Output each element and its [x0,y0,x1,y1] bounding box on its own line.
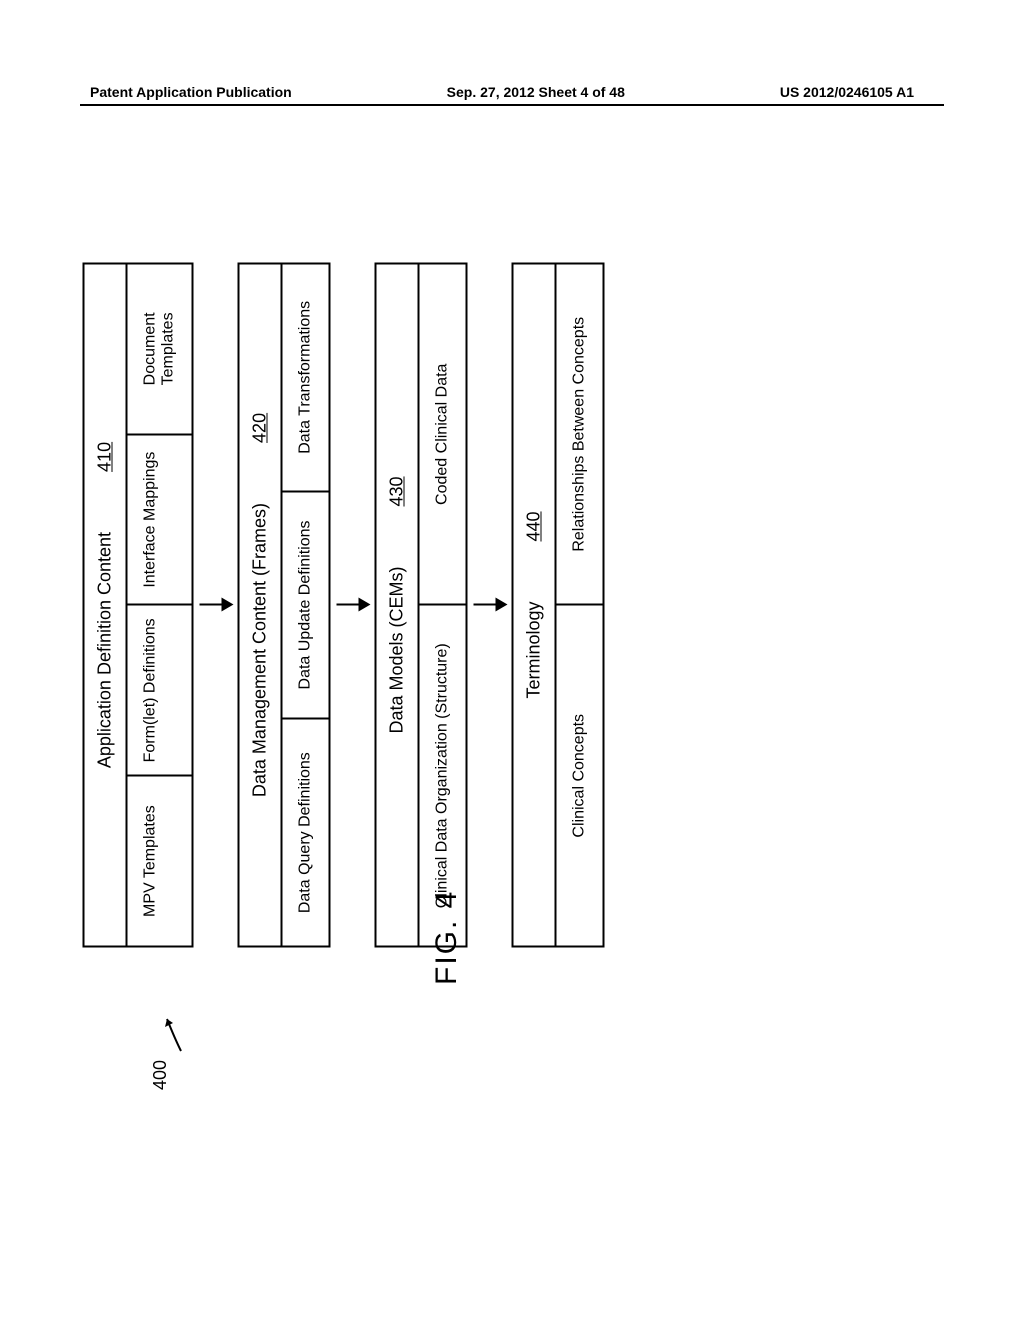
header-right: US 2012/0246105 A1 [780,84,914,100]
layer-ref: 410 [95,442,116,472]
figure-caption: FIG. 4 [430,890,464,985]
header-left: Patent Application Publication [90,84,292,100]
cell: Document Templates [128,265,192,434]
layer-title: Data Management Content (Frames) [250,503,271,797]
cell: Relationships Between Concepts [557,265,603,605]
layer-440: Terminology 440 Clinical Concepts Relati… [512,263,605,948]
cell: MPV Templates [128,775,192,946]
cell: Interface Mappings [128,433,192,604]
layer-ref: 440 [524,511,545,541]
layer-ref: 430 [387,476,408,506]
arrow [468,263,512,948]
header-rule [80,104,944,106]
layer-title: Terminology [524,602,545,699]
layer-ref: 420 [250,413,271,443]
pointer-label: 400 [150,1060,171,1090]
arrow [194,263,238,948]
header-mid: Sep. 27, 2012 Sheet 4 of 48 [447,84,625,100]
page-header: Patent Application Publication Sep. 27, … [0,84,1024,100]
cell: Data Query Definitions [283,718,329,946]
cell: Coded Clinical Data [420,265,466,605]
diagram: Application Definition Content 410 MPV T… [83,263,913,948]
arrow [331,263,375,948]
cell: Form(let) Definitions [128,604,192,775]
layer-420: Data Management Content (Frames) 420 Dat… [238,263,331,948]
cell: Data Update Definitions [283,490,329,718]
layer-430: Data Models (CEMs) 430 Clinical Data Org… [375,263,468,948]
layer-title: Data Models (CEMs) [387,567,408,734]
layer-title: Application Definition Content [95,532,116,768]
cell: Data Transformations [283,264,329,490]
pointer-arrow [163,1011,185,1053]
layer-410: Application Definition Content 410 MPV T… [83,263,194,948]
cell: Clinical Concepts [557,604,603,946]
